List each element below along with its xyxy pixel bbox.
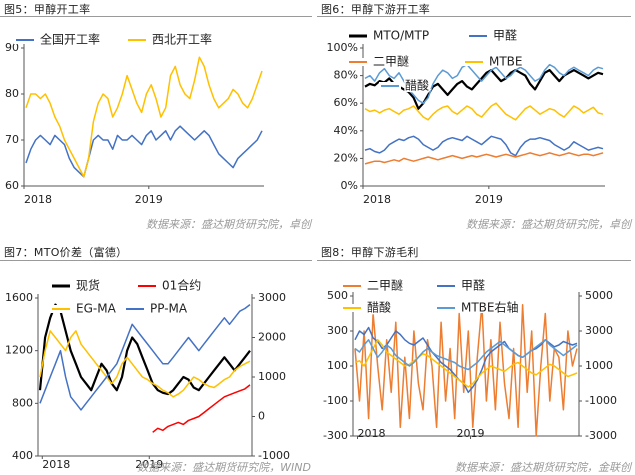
series-line-1 xyxy=(354,304,578,437)
x-tick-label: 2019 xyxy=(475,193,503,206)
legend-label: 醋酸 xyxy=(405,78,429,93)
series-line-5 xyxy=(364,63,604,104)
panel-title: 图8：甲醇下游毛利 xyxy=(321,246,419,259)
series-line-3 xyxy=(39,330,251,398)
legend-label: MTBE xyxy=(489,55,523,69)
y-tick-label: 500 xyxy=(327,289,348,302)
y-tick-label: 100% xyxy=(327,41,358,54)
x-tick-label: 2019 xyxy=(135,193,163,206)
legend-label: 全国开工率 xyxy=(40,32,100,47)
legend-label: MTBE右轴 xyxy=(461,300,519,315)
y-right-tick-label: -3000 xyxy=(585,429,617,442)
y-tick-label: 800 xyxy=(12,396,33,409)
y-right-tick-label: 3000 xyxy=(585,324,613,337)
y-tick-label: 80 xyxy=(5,87,19,100)
legend-label: 醋酸 xyxy=(367,300,391,315)
y-right-tick-label: -1000 xyxy=(585,394,617,407)
y-right-tick-label: 2000 xyxy=(258,331,286,344)
chart-plot: -300 -100 100 300 500 -3000 -1000 1000 3000 5000 2… xyxy=(323,276,617,442)
legend-label: 甲醛 xyxy=(461,278,485,293)
y-right-tick-label: 5000 xyxy=(585,289,613,302)
panel-title: 图6：甲醇下游开工率 xyxy=(321,3,430,16)
x-tick-label: 2019 xyxy=(135,458,163,471)
series-line-3 xyxy=(364,152,604,165)
y-tick-label: 0% xyxy=(341,179,358,192)
y-tick-label: 20% xyxy=(334,151,358,164)
legend-label: PP-MA xyxy=(150,302,188,316)
legend-label: MTO/MTP xyxy=(373,29,429,43)
legend-label: 甲醛 xyxy=(493,28,517,43)
x-tick-label: 2018 xyxy=(363,193,391,206)
y-tick-label: 60 xyxy=(5,179,19,192)
panel-title: 图7：MTO价差（富德） xyxy=(4,246,128,259)
title-underline xyxy=(317,260,631,261)
x-tick-label: 2018 xyxy=(358,427,386,440)
title-underline xyxy=(0,260,312,261)
chart-panel-4: 图8：甲醇下游毛利 -300 -100 100 300 500 -3000 -1000 100… xyxy=(317,238,635,475)
y-right-tick-label: 1000 xyxy=(585,359,613,372)
legend-label: 01合约 xyxy=(162,278,201,293)
y-tick-label: 40% xyxy=(334,124,358,137)
series-line-1 xyxy=(364,69,604,110)
y-tick-label: 90 xyxy=(5,41,19,54)
y-tick-label: -300 xyxy=(323,429,348,442)
y-right-tick-label: -1000 xyxy=(258,449,290,462)
y-tick-label: 100 xyxy=(327,359,348,372)
series-line-2 xyxy=(25,56,263,178)
series-line-2 xyxy=(364,135,604,157)
y-tick-label: 60% xyxy=(334,96,358,109)
series-line-1 xyxy=(25,125,263,178)
x-tick-label: 2018 xyxy=(24,193,52,206)
y-right-tick-label: 3000 xyxy=(258,291,286,304)
series-line-4 xyxy=(354,339,578,371)
panel-title: 图5：甲醇开工率 xyxy=(4,3,91,16)
title-underline xyxy=(0,16,312,17)
legend-label: 二甲醚 xyxy=(373,55,409,69)
y-tick-label: 1600 xyxy=(5,291,33,304)
series-line-4 xyxy=(364,102,604,121)
x-tick-label: 2018 xyxy=(42,458,70,471)
legend-label: 西北开工率 xyxy=(152,32,212,47)
chart-panel-2: 图6：甲醇下游开工率 0% 20% 40% 60% 80% 100% 2018 2019 MTO… xyxy=(317,0,635,237)
chart-source: 数据来源：盛达期货研究院，WIND xyxy=(137,461,311,474)
legend-label: 二甲醚 xyxy=(367,279,403,293)
y-tick-label: -100 xyxy=(323,394,348,407)
series-line-4 xyxy=(39,304,251,411)
y-tick-label: 300 xyxy=(327,324,348,337)
y-tick-label: 80% xyxy=(334,69,358,82)
y-right-tick-label: 1000 xyxy=(258,370,286,383)
legend-label: 现货 xyxy=(76,278,100,293)
chart-source: 数据来源：盛达期货研究院，卓创 xyxy=(466,218,631,231)
y-tick-label: 400 xyxy=(12,449,33,462)
chart-source: 数据来源：盛达期货研究院，卓创 xyxy=(146,218,311,231)
x-tick-label: 2019 xyxy=(457,427,485,440)
chart-plot: 60 70 80 90 2018 2019 全国开工率 西北开工率 xyxy=(5,30,264,206)
y-tick-label: 70 xyxy=(5,133,19,146)
series-line-2 xyxy=(354,326,578,394)
chart-panel-1: 图5：甲醇开工率 60 70 80 90 2018 2019 全国开工率 西北开工率 数据来源… xyxy=(0,0,317,237)
title-underline xyxy=(317,16,631,17)
series-line-1 xyxy=(38,303,251,396)
chart-panel-3: 图7：MTO价差（富德） 400 800 1200 1600 -1000 0 1000 200… xyxy=(0,238,317,475)
y-tick-label: 1200 xyxy=(5,344,33,357)
series-line-3 xyxy=(354,339,578,388)
chart-plot: 400 800 1200 1600 -1000 0 1000 2000 3000 2018 2019… xyxy=(5,276,290,471)
chart-source: 数据来源：盛达期货研究院，金联创 xyxy=(455,461,631,474)
legend-label: EG-MA xyxy=(76,302,117,316)
y-right-tick-label: 0 xyxy=(258,410,265,423)
series-line-2 xyxy=(152,384,251,433)
